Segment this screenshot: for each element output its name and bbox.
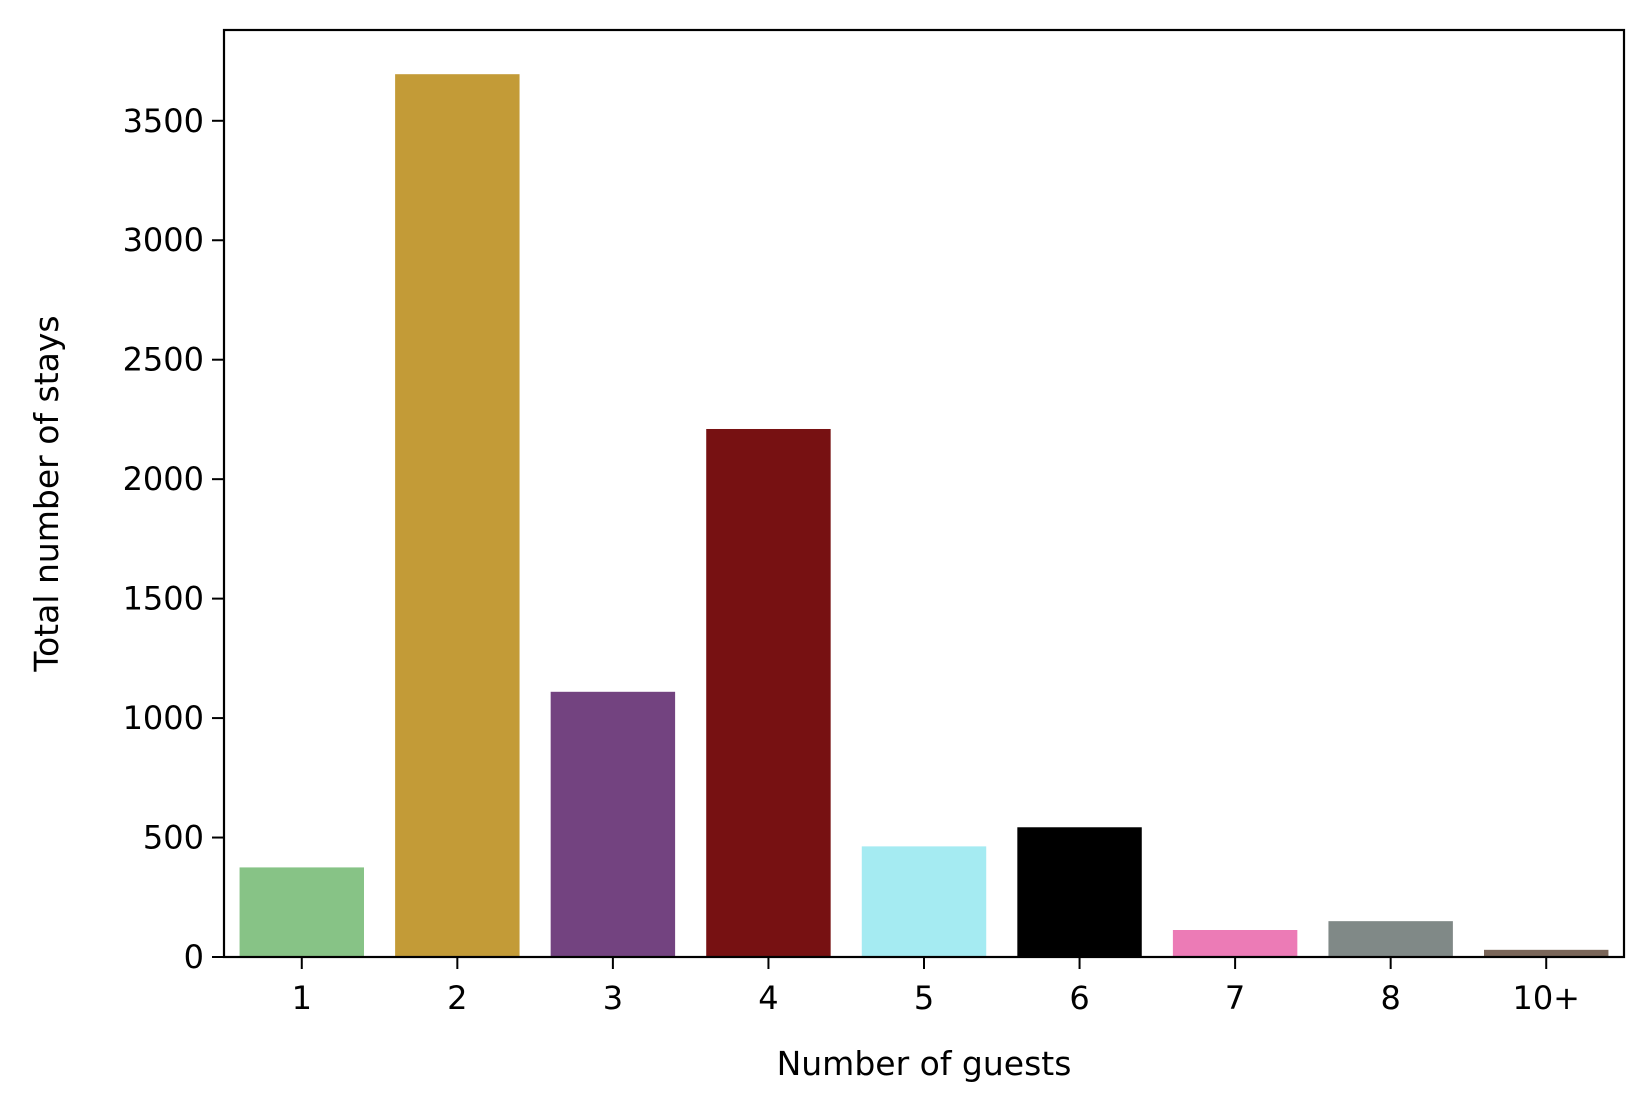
y-tick-label: 0 — [184, 938, 204, 976]
x-tick-label: 4 — [758, 979, 778, 1017]
x-tick-label: 5 — [914, 979, 934, 1017]
y-axis-label: Total number of stays — [27, 315, 66, 672]
x-axis-label: Number of guests — [777, 1044, 1072, 1083]
bar-5 — [861, 846, 987, 957]
bar-10+ — [1484, 949, 1609, 957]
y-tick-label: 3000 — [123, 221, 204, 259]
bar-3 — [550, 691, 676, 957]
x-tick-label: 6 — [1069, 979, 1089, 1017]
y-tick-label: 3500 — [123, 102, 204, 140]
y-tick-label: 1000 — [123, 699, 204, 737]
bar-7 — [1172, 930, 1298, 957]
x-tick-label: 10+ — [1512, 979, 1580, 1017]
bar-8 — [1328, 921, 1453, 957]
x-tick-label: 2 — [447, 979, 467, 1017]
x-tick-label: 1 — [292, 979, 312, 1017]
bar-1 — [239, 867, 364, 957]
y-tick-label: 2000 — [123, 460, 204, 498]
y-tick-label: 1500 — [123, 580, 204, 618]
bars-layer — [239, 74, 1609, 957]
x-axis-ticks: 1 2 3 4 5 6 7 8 10+ — [292, 957, 1580, 1017]
y-tick-label: 500 — [143, 819, 204, 857]
y-axis-ticks: 0 500 1000 1500 2000 2500 3000 3500 — [123, 102, 224, 976]
x-tick-label: 8 — [1380, 979, 1400, 1017]
bar-2 — [395, 74, 520, 957]
x-tick-label: 3 — [603, 979, 623, 1017]
bar-6 — [1017, 827, 1142, 957]
x-tick-label: 7 — [1225, 979, 1245, 1017]
y-tick-label: 2500 — [123, 341, 204, 379]
plot-area-frame — [222, 28, 1626, 959]
bar-4 — [706, 428, 831, 957]
